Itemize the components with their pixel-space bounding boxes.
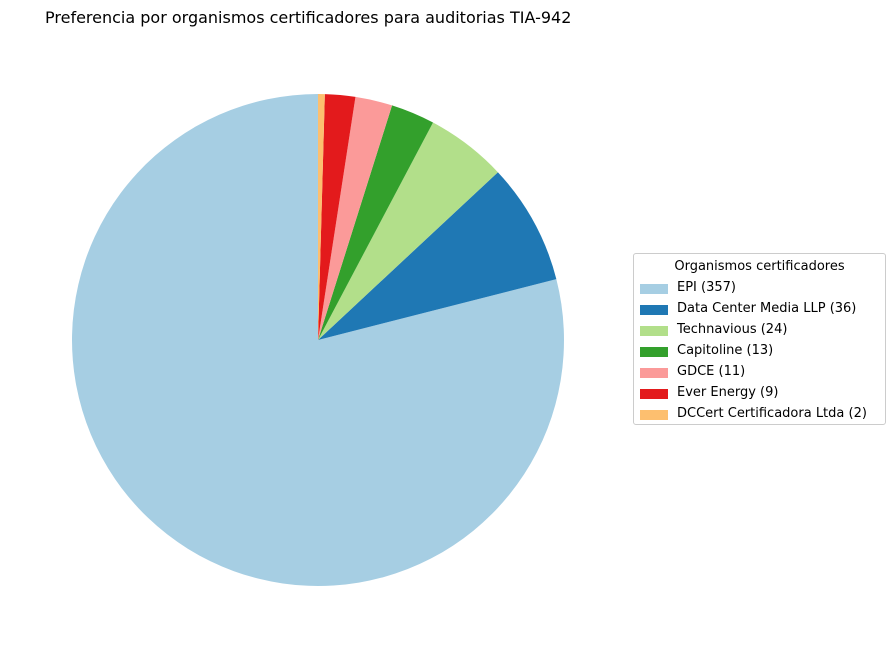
legend-label: Ever Energy (9) — [677, 385, 779, 400]
pie-slice-4 — [318, 96, 393, 341]
legend-swatch — [640, 305, 668, 315]
pie-slice-2 — [318, 122, 498, 340]
legend-label: EPI (357) — [677, 280, 736, 295]
legend-label: DCCert Certificadora Ltda (2) — [677, 406, 867, 421]
legend-label: Data Center Media LLP (36) — [677, 301, 857, 316]
chart-title: Preferencia por organismos certificadore… — [45, 8, 572, 27]
legend-swatch — [640, 326, 668, 336]
legend-label: GDCE (11) — [677, 364, 746, 379]
pie-slice-3 — [318, 105, 434, 340]
pie-slice-0 — [71, 94, 565, 586]
legend-swatch — [640, 389, 668, 399]
legend: Organismos certificadores EPI (357) Data … — [633, 253, 886, 425]
legend-swatch — [640, 284, 668, 294]
legend-label: Technavious (24) — [677, 322, 788, 337]
legend-swatch — [640, 410, 668, 420]
pie-slice-1 — [318, 172, 557, 340]
pie-slice-6 — [318, 94, 325, 340]
legend-swatch — [640, 368, 668, 378]
legend-label: Capitoline (13) — [677, 343, 774, 358]
legend-title: Organismos certificadores — [674, 259, 845, 274]
pie-slice-5 — [318, 94, 356, 340]
legend-swatch — [640, 347, 668, 357]
